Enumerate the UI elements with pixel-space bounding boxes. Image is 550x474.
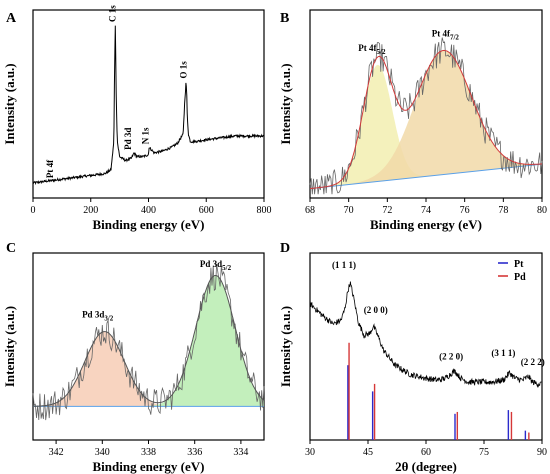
peak-annotation: O 1s <box>179 61 189 79</box>
x-tick-label: 72 <box>382 205 392 216</box>
plot-frame <box>32 9 265 199</box>
x-tick-label: 0 <box>31 205 36 216</box>
x-tick-label: 78 <box>498 205 508 216</box>
survey-spectrum <box>32 25 264 186</box>
peak-annotation: Pd 3d <box>123 128 133 150</box>
x-tick-label: 90 <box>537 447 547 458</box>
y-axis-title: Intensity (a.u.) <box>2 63 17 144</box>
xrd-pattern <box>309 281 542 388</box>
panel-b: B 68 70 72 74 76 78 80 Binding energy (eV) Intens… <box>278 9 547 232</box>
x-tick-label: 200 <box>83 205 98 216</box>
legend-label: Pd <box>514 272 526 283</box>
fit-envelope <box>33 275 265 407</box>
raw-spectrum <box>32 263 265 421</box>
panel-c: C 342 340 338 336 334 Binding energy (eV) Inten… <box>2 241 265 474</box>
x-tick-label: 340 <box>95 447 110 458</box>
x-tick-label: 74 <box>421 205 431 216</box>
legend-label: Pt <box>514 259 524 270</box>
x-tick-label: 342 <box>49 447 64 458</box>
x-tick-label: 334 <box>233 447 248 458</box>
x-tick-label: 60 <box>421 447 431 458</box>
peak-label: Pd 3d3/2 <box>82 310 114 323</box>
miller-index-label: (2 2 2) <box>521 357 545 367</box>
y-axis-title: Intensity (a.u.) <box>278 63 293 144</box>
y-axis-title: Intensity (a.u.) <box>2 306 17 387</box>
x-axis-title: Binding energy (eV) <box>370 217 482 232</box>
panel-letter: D <box>280 241 290 256</box>
x-tick-label: 68 <box>305 205 315 216</box>
fit-peak-area <box>33 275 264 407</box>
x-tick-label: 45 <box>363 447 373 458</box>
fit-peak-area <box>310 64 542 189</box>
x-tick-label: 600 <box>199 205 214 216</box>
miller-index-label: (2 2 0) <box>439 352 463 362</box>
x-tick-label: 400 <box>141 205 156 216</box>
x-tick-label: 76 <box>460 205 470 216</box>
x-tick-label: 70 <box>344 205 354 216</box>
fit-peak-area <box>310 50 542 189</box>
x-axis-title: Binding energy (eV) <box>93 459 205 474</box>
peak-annotation: Pt 4f <box>45 159 55 178</box>
x-tick-label: 800 <box>257 205 272 216</box>
x-axis-title: 2θ (degree) <box>395 459 457 474</box>
panel-letter: A <box>6 11 17 26</box>
fit-envelope <box>309 49 543 190</box>
background-line <box>309 163 543 190</box>
x-tick-label: 338 <box>141 447 156 458</box>
miller-index-label: (2 0 0) <box>364 305 388 315</box>
fit-peak-area <box>33 331 264 407</box>
miller-index-label: (3 1 1) <box>491 348 515 358</box>
x-tick-label: 75 <box>479 447 489 458</box>
x-tick-label: 30 <box>305 447 315 458</box>
plot-frame <box>309 252 543 441</box>
peak-label: Pd 3d5/2 <box>200 259 232 272</box>
y-axis-title: Intensity (a.u.) <box>278 306 293 387</box>
raw-spectrum <box>309 37 543 195</box>
panel-letter: C <box>6 241 16 256</box>
x-axis-title: Binding energy (eV) <box>93 217 205 232</box>
miller-index-label: (1 1 1) <box>332 260 356 270</box>
x-tick-label: 336 <box>187 447 202 458</box>
peak-annotation: N 1s <box>141 127 151 144</box>
x-tick-label: 80 <box>537 205 547 216</box>
panel-a: A 0 200 400 600 800 Binding energy (eV) Intensi… <box>2 5 272 232</box>
panel-letter: B <box>280 11 289 26</box>
peak-annotation: C 1s <box>107 5 117 22</box>
peak-label: Pt 4f7/2 <box>432 28 460 41</box>
panel-d: D 30 45 60 75 90 2θ (degree) Intensity (a.u.) (1… <box>278 241 547 474</box>
